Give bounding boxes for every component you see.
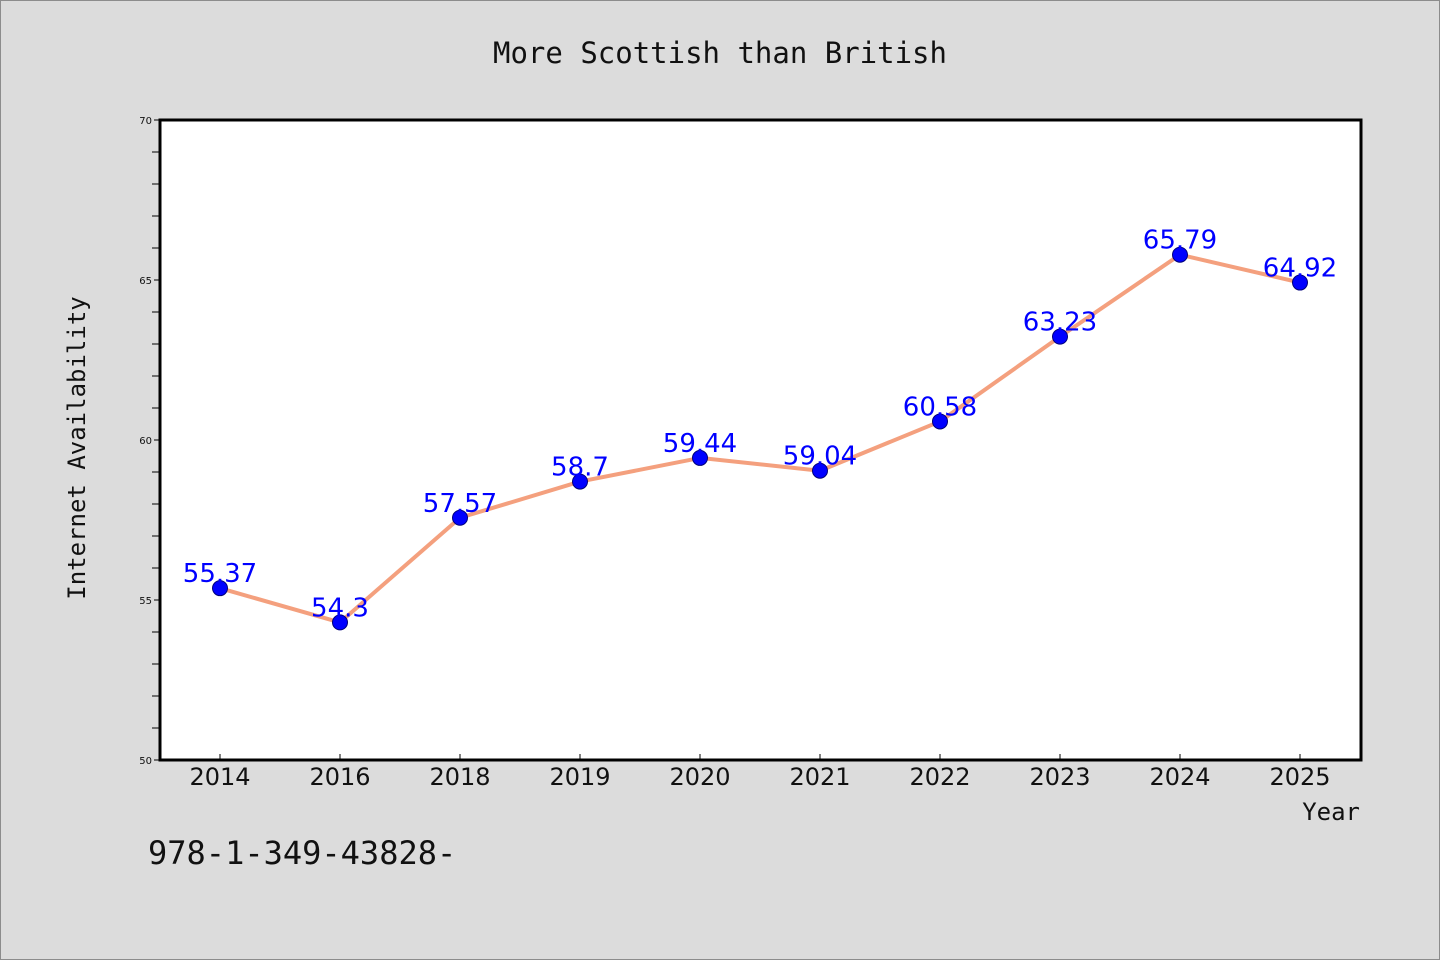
x-tick-label: 2021 bbox=[789, 763, 850, 791]
series-group: 55.37 54.3 57.57 58.7 59.44 59.04 60.58 63.23 65… bbox=[183, 226, 1337, 631]
data-point bbox=[1172, 246, 1188, 263]
data-label: 54.3 bbox=[311, 593, 369, 623]
chart-title: More Scottish than British bbox=[493, 36, 947, 70]
y-axis-label: Internet Availability bbox=[63, 296, 91, 599]
data-label: 65.79 bbox=[1143, 226, 1217, 256]
x-axis-label: Year bbox=[1302, 798, 1360, 826]
series-line bbox=[218, 252, 1302, 625]
plot-area bbox=[158, 118, 1363, 762]
data-label: 64.92 bbox=[1263, 254, 1337, 284]
y-tick-label: 60 bbox=[139, 436, 152, 447]
data-point bbox=[332, 614, 348, 631]
data-point bbox=[572, 473, 588, 490]
data-label: 58.7 bbox=[551, 453, 609, 483]
footnote-isbn: 978-1-349-43828- bbox=[148, 834, 456, 872]
y-tick-label: 70 bbox=[139, 116, 152, 127]
x-tick-label: 2016 bbox=[309, 763, 370, 791]
data-label: 57.57 bbox=[423, 489, 497, 519]
x-tick-label: 2025 bbox=[1269, 763, 1330, 791]
y-tick-label: 50 bbox=[139, 756, 152, 767]
x-tick-label: 2019 bbox=[549, 763, 610, 791]
x-tick-label: 2023 bbox=[1029, 763, 1090, 791]
x-tick-label: 2014 bbox=[189, 763, 250, 791]
x-tick-label: 2020 bbox=[669, 763, 730, 791]
data-point bbox=[932, 413, 948, 430]
data-point bbox=[692, 449, 708, 466]
x-axis-ticks: 2014 2016 2018 2019 2020 2021 2022 2023 2024 2025 bbox=[189, 754, 1331, 791]
data-label: 55.37 bbox=[183, 559, 257, 589]
data-label: 60.58 bbox=[903, 392, 977, 422]
x-tick-label: 2024 bbox=[1149, 763, 1210, 791]
data-label: 63.23 bbox=[1023, 308, 1097, 338]
data-label: 59.44 bbox=[663, 429, 737, 459]
data-point bbox=[1292, 274, 1308, 291]
data-point bbox=[1052, 328, 1068, 345]
data-label: 59.04 bbox=[783, 442, 857, 472]
x-tick-label: 2018 bbox=[429, 763, 490, 791]
data-point bbox=[452, 509, 468, 526]
y-tick-label: 65 bbox=[139, 276, 152, 287]
data-point bbox=[212, 580, 228, 597]
x-tick-label: 2022 bbox=[909, 763, 970, 791]
y-tick-label: 55 bbox=[139, 596, 152, 607]
y-axis-ticks: 50 55 60 65 70 bbox=[139, 116, 160, 767]
data-point bbox=[812, 462, 828, 479]
